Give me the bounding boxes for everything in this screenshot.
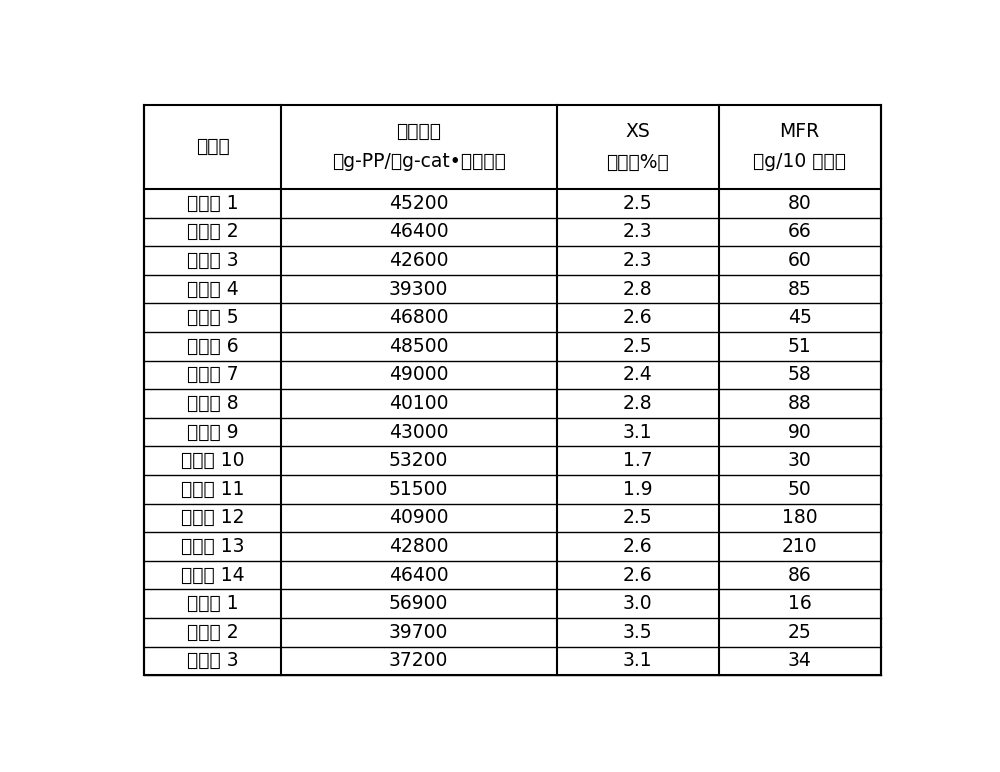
Text: 2.8: 2.8: [623, 394, 652, 413]
Text: 40900: 40900: [389, 509, 448, 527]
Text: 2.3: 2.3: [623, 222, 652, 242]
Text: 1.9: 1.9: [623, 479, 652, 499]
Text: 46800: 46800: [389, 308, 448, 327]
Text: 46400: 46400: [389, 222, 448, 242]
Text: 比较例 3: 比较例 3: [187, 652, 238, 670]
Text: 85: 85: [788, 279, 812, 299]
Text: 86: 86: [788, 566, 812, 584]
Text: 210: 210: [782, 537, 817, 556]
Text: 1.7: 1.7: [623, 451, 652, 470]
Text: 66: 66: [788, 222, 812, 242]
Text: （质量%）: （质量%）: [606, 152, 669, 171]
Text: 43000: 43000: [389, 422, 448, 442]
Text: 实施例 3: 实施例 3: [187, 251, 238, 270]
Text: 2.5: 2.5: [623, 194, 652, 213]
Text: 180: 180: [782, 509, 817, 527]
Text: 2.6: 2.6: [623, 537, 652, 556]
Text: 实施例 13: 实施例 13: [181, 537, 244, 556]
Text: 实施例 14: 实施例 14: [181, 566, 244, 584]
Text: 40100: 40100: [389, 394, 448, 413]
Text: 50: 50: [788, 479, 812, 499]
Text: 45200: 45200: [389, 194, 448, 213]
Text: （g/10 分钟）: （g/10 分钟）: [753, 152, 846, 171]
Text: 实施例 8: 实施例 8: [187, 394, 238, 413]
Text: 2.8: 2.8: [623, 279, 652, 299]
Text: 16: 16: [788, 594, 812, 613]
Text: 实施例 11: 实施例 11: [181, 479, 244, 499]
Text: 实施例 7: 实施例 7: [187, 365, 238, 384]
Text: 88: 88: [788, 394, 812, 413]
Text: 46400: 46400: [389, 566, 448, 584]
Text: 3.5: 3.5: [623, 623, 652, 642]
Text: 3.0: 3.0: [623, 594, 652, 613]
Text: 39300: 39300: [389, 279, 448, 299]
Text: 实施例 12: 实施例 12: [181, 509, 244, 527]
Text: MFR: MFR: [780, 122, 820, 141]
Text: 2.5: 2.5: [623, 337, 652, 356]
Text: 实施例 4: 实施例 4: [187, 279, 238, 299]
Text: 42600: 42600: [389, 251, 448, 270]
Text: 2.4: 2.4: [623, 365, 653, 384]
Text: 2.5: 2.5: [623, 509, 652, 527]
Text: 48500: 48500: [389, 337, 448, 356]
Text: 实施例 5: 实施例 5: [187, 308, 238, 327]
Text: 实施例 9: 实施例 9: [187, 422, 238, 442]
Text: 2.6: 2.6: [623, 308, 652, 327]
Text: 45: 45: [788, 308, 812, 327]
Text: 42800: 42800: [389, 537, 448, 556]
Text: 比较例 2: 比较例 2: [187, 623, 238, 642]
Text: 实施例 10: 实施例 10: [181, 451, 244, 470]
Text: 30: 30: [788, 451, 812, 470]
Text: 51: 51: [788, 337, 812, 356]
Text: 试验例: 试验例: [196, 137, 229, 156]
Text: 39700: 39700: [389, 623, 448, 642]
Text: 60: 60: [788, 251, 812, 270]
Text: 实施例 2: 实施例 2: [187, 222, 238, 242]
Text: 聚合活性: 聚合活性: [396, 122, 441, 141]
Text: 37200: 37200: [389, 652, 448, 670]
Text: 90: 90: [788, 422, 812, 442]
Text: 34: 34: [788, 652, 812, 670]
Text: 2.6: 2.6: [623, 566, 652, 584]
Text: 实施例 6: 实施例 6: [187, 337, 238, 356]
Text: 3.1: 3.1: [623, 652, 652, 670]
Text: （g-PP/（g-cat•小时））: （g-PP/（g-cat•小时））: [332, 152, 506, 171]
Text: 25: 25: [788, 623, 812, 642]
Text: XS: XS: [625, 122, 650, 141]
Text: 56900: 56900: [389, 594, 448, 613]
Text: 2.3: 2.3: [623, 251, 652, 270]
Text: 49000: 49000: [389, 365, 448, 384]
Text: 实施例 1: 实施例 1: [187, 194, 238, 213]
Text: 53200: 53200: [389, 451, 448, 470]
Text: 比较例 1: 比较例 1: [187, 594, 238, 613]
Text: 80: 80: [788, 194, 812, 213]
Text: 3.1: 3.1: [623, 422, 652, 442]
Text: 58: 58: [788, 365, 812, 384]
Text: 51500: 51500: [389, 479, 448, 499]
